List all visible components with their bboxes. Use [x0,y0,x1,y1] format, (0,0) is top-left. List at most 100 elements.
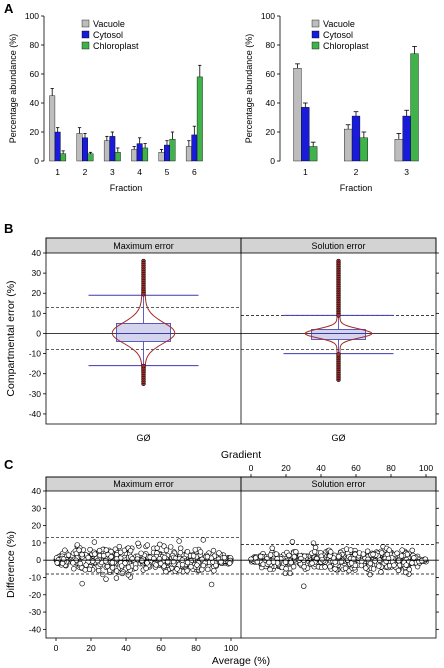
scatter-point [113,568,120,574]
bar [344,128,353,162]
y-tick-label: 40 [32,486,42,496]
y-tick-label: 30 [32,503,42,513]
y-tick-label: 60 [30,69,40,79]
scatter-point [79,551,85,558]
panel-label-c: C [4,457,14,472]
scatter-point [125,572,131,578]
scatter-point [283,566,289,572]
scatter-point [360,551,367,557]
y-tick-label: 0 [270,156,275,166]
scatter-point [332,566,338,572]
bar [87,153,94,162]
scatter-point [70,560,76,566]
y-tick-label: 10 [32,308,42,318]
scatter-point [103,576,109,582]
scatter-point [65,552,72,558]
scatter-point [422,556,429,562]
bar [293,67,302,162]
y-tick-label: 20 [32,521,42,531]
scatter-point [139,557,145,564]
scatter-point [352,551,358,558]
scatter-point [288,559,294,566]
bar [136,143,143,162]
scatter-point [364,548,371,554]
bar [158,152,165,162]
scatter-point [248,556,254,562]
x-tick-label: 3 [404,167,409,177]
y-tick-label: 40 [266,98,276,108]
x-tick-label-top: 100 [419,463,433,473]
bar [309,146,318,162]
bar [191,134,198,162]
scatter-point [96,547,103,554]
scatter-point [287,570,293,577]
scatter-point [293,549,299,555]
scatter-point [144,542,151,548]
scatter-point [82,567,88,573]
scatter-point [352,562,359,569]
legend-label: Chloroplast [323,41,369,51]
scatter-point [290,563,297,570]
y-axis-title: Percentage abundance (%) [8,34,18,144]
y-tick-label: 40 [30,98,40,108]
bar [301,107,310,162]
x-tick-label: 40 [121,643,131,653]
bar [351,115,361,162]
scatter-point [94,557,101,564]
bar [402,115,411,162]
y-tick-label: 0 [34,156,39,166]
bar [185,146,192,162]
legend-swatch [81,19,90,28]
scatter-point [367,571,373,578]
y-tick-label: -40 [29,409,42,419]
x-axis-title: Fraction [110,183,143,193]
scatter-point [177,545,184,551]
scatter-point [332,559,338,565]
y-tick-label: 20 [266,127,276,137]
scatter-point [74,542,80,548]
scatter-point [151,555,157,562]
legend-swatch [81,41,90,50]
y-tick-label: 20 [30,127,40,137]
scatter-point [85,554,91,561]
scatter-point [221,554,228,561]
scatter-point [199,556,205,563]
scatter-point [226,560,233,566]
scatter-point [270,559,277,565]
x-tick-label-top: 80 [386,463,396,473]
scatter-point [391,562,397,568]
scatter-point [348,547,354,553]
scatter-point [335,553,342,560]
bar [359,137,368,162]
scatter-point [100,553,107,559]
scatter-point [291,554,298,560]
scatter-point [87,546,93,553]
x-tick-label-top: 20 [281,463,291,473]
chart-a-left: 0 20 40 60 80 100 Percentage abundance (%) 1 2 3 4… [8,11,203,193]
y-tick-label: -10 [29,572,42,582]
bar [109,136,116,162]
scatter-point [100,571,106,578]
bar [114,152,121,162]
scatter-point [267,566,273,573]
scatter-point [192,547,198,553]
scatter-point [327,563,333,570]
x-tick-label: 2 [354,167,359,177]
scatter-point [411,555,417,561]
scatter-point [161,554,168,561]
scatter-point [190,553,197,559]
scatter-point [379,550,385,556]
y-axis-title: Compartmental error (%) [5,280,17,396]
scatter-point [367,560,374,567]
scatter-point [211,568,217,574]
panel-label-a: A [4,1,14,16]
scatter-point [218,559,224,565]
scatter-point [376,563,382,569]
x-tick-label: 6 [192,167,197,177]
scatter-point [309,560,315,566]
scatter-point [370,566,377,572]
y-tick-label: 0 [36,328,41,338]
scatter-point [204,554,211,560]
y-tick-label: 60 [266,69,276,79]
scatter-point [258,553,264,560]
